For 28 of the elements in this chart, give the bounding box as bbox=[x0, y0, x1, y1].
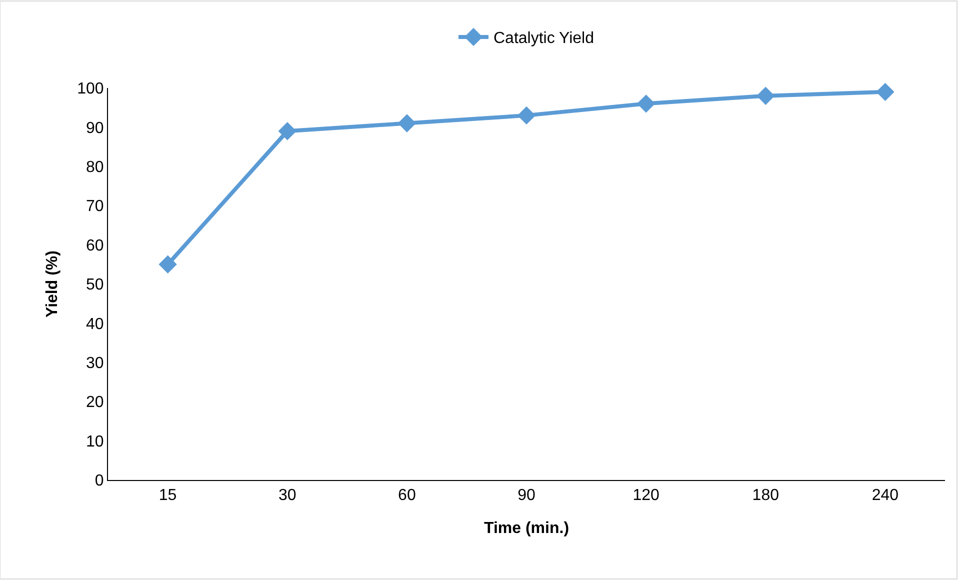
legend-label: Catalytic Yield bbox=[494, 30, 594, 48]
y-axis-title: Yield (%) bbox=[44, 250, 61, 318]
point bbox=[756, 86, 775, 105]
point bbox=[517, 106, 536, 125]
y-tick-label: 30 bbox=[86, 355, 104, 372]
y-tick-label: 0 bbox=[94, 472, 104, 490]
y-tick-label: 60 bbox=[86, 237, 104, 254]
point bbox=[398, 114, 416, 132]
x-tick-label: 15 bbox=[158, 487, 177, 504]
x-tick-label: 120 bbox=[632, 487, 660, 504]
point bbox=[278, 122, 296, 140]
y-tick-label: 70 bbox=[86, 198, 104, 216]
x-tick-label: 30 bbox=[278, 487, 296, 504]
point bbox=[876, 82, 894, 102]
point bbox=[158, 255, 177, 274]
x-tick-label: 240 bbox=[872, 487, 899, 504]
y-tick-label: 90 bbox=[86, 120, 104, 137]
x-tick-label: 60 bbox=[398, 487, 416, 504]
y-tick-label: 20 bbox=[86, 394, 104, 412]
point bbox=[636, 94, 656, 113]
x-tick-label: 180 bbox=[752, 487, 780, 504]
x-tick-label: 90 bbox=[518, 487, 536, 504]
y-tick-label: 50 bbox=[86, 276, 104, 294]
y-tick-label: 10 bbox=[86, 433, 104, 450]
y-tick-label: 100 bbox=[77, 80, 104, 98]
y-tick-label: 80 bbox=[86, 159, 104, 176]
y-tick-label: 40 bbox=[86, 316, 104, 333]
x-axis-title: Time (min.) bbox=[484, 520, 570, 537]
